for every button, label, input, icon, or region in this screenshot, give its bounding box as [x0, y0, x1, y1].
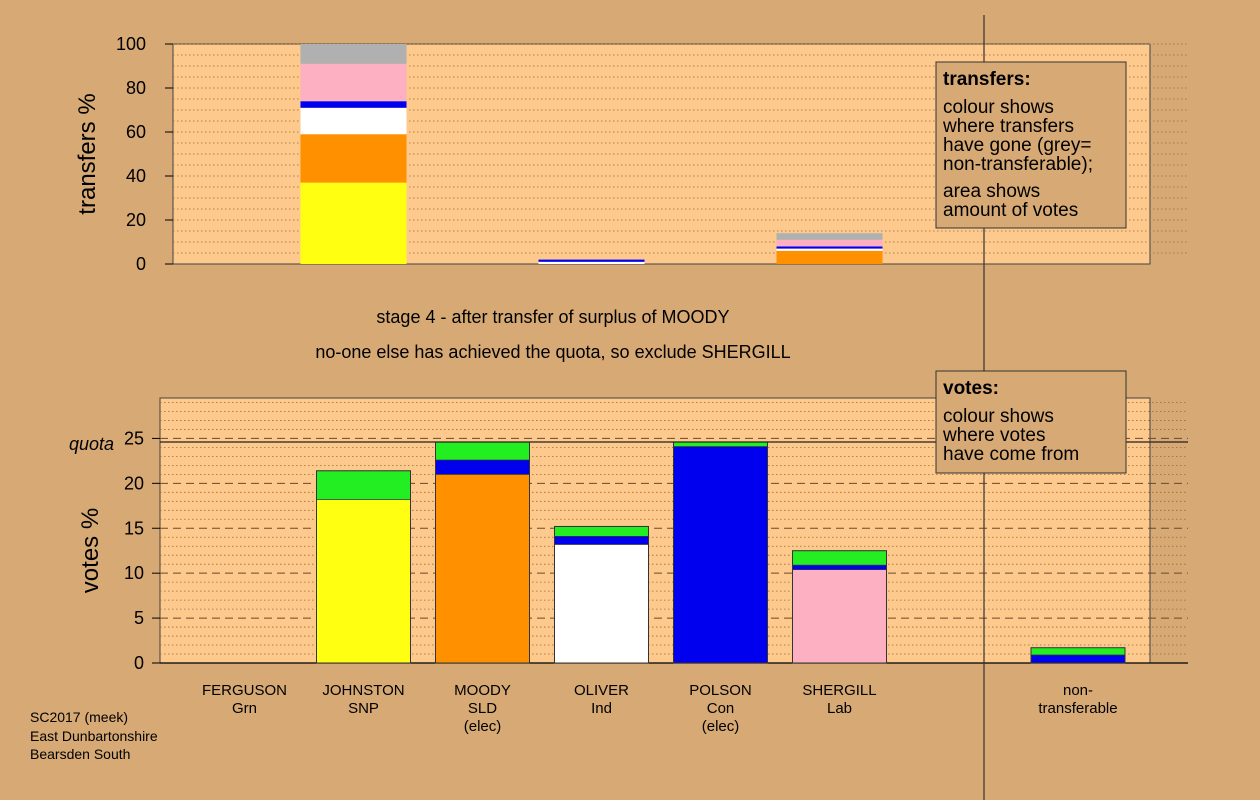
votes-ytick-label: 15 — [124, 518, 144, 538]
transfers-ytick-label: 60 — [126, 122, 146, 142]
footer-line: Bearsden South — [30, 746, 130, 762]
footer-line: East Dunbartonshire — [30, 728, 158, 744]
vote-bar-segment — [1030, 647, 1126, 656]
votes-ytick-label: 0 — [134, 653, 144, 673]
vote-bar-segment — [435, 441, 530, 461]
transfer-bar-segment — [776, 246, 883, 249]
votes-ytick-label: 25 — [124, 428, 144, 448]
votes-legend-line: colour shows — [943, 406, 1054, 427]
votes-legend: votes: colour shows where votes have com… — [935, 370, 1127, 474]
transfers-ytick-label: 20 — [126, 210, 146, 230]
votes-legend-box — [935, 370, 1127, 474]
votes-axis-title: votes % — [77, 508, 104, 593]
candidate-label: (elec) — [702, 718, 740, 735]
candidate-label: SNP — [348, 700, 379, 717]
transfers-legend-line: colour shows — [943, 97, 1054, 118]
candidate-label: Lab — [827, 700, 852, 717]
transfer-bar-segment — [776, 239, 883, 247]
transfer-bar-segment — [300, 182, 407, 264]
candidate-label: POLSON — [689, 682, 752, 699]
vote-bar-segment — [1030, 654, 1126, 664]
transfers-legend-line: where transfers — [942, 116, 1074, 137]
transfers-legend-line: amount of votes — [943, 200, 1078, 221]
transfer-bar-segment — [776, 233, 883, 240]
vote-bar-outline — [1030, 647, 1126, 664]
transfers-legend-box — [935, 61, 1127, 229]
candidate-label: Con — [707, 700, 735, 717]
candidate-label: JOHNSTON — [322, 682, 404, 699]
quota-label: quota — [69, 434, 114, 454]
votes-legend-title: votes: — [943, 378, 999, 399]
transfers-legend-title: transfers: — [943, 69, 1031, 90]
candidate-label: OLIVER — [574, 682, 629, 699]
vote-bar-segment — [554, 526, 649, 537]
footer-line: SC2017 (meek) — [30, 709, 128, 725]
candidate-label: MOODY — [454, 682, 511, 699]
votes-legend-line: where votes — [942, 425, 1045, 446]
transfer-bar-segment — [300, 107, 407, 135]
transfer-bar-segment — [300, 134, 407, 183]
vote-bar-outline — [792, 550, 887, 664]
candidate-label: SLD — [468, 700, 497, 717]
votes-legend-line: have come from — [943, 444, 1079, 465]
transfers-legend-line: area shows — [943, 181, 1040, 202]
transfers-axis-title: transfers % — [74, 93, 101, 214]
vote-bar-segment — [554, 544, 649, 664]
vote-bar-outline — [316, 470, 411, 664]
transfers-legend: transfers: colour shows where transfers … — [935, 61, 1127, 229]
vote-bar-segment — [673, 446, 768, 664]
vote-bar-segment — [792, 550, 887, 566]
vote-bar-segment — [316, 499, 411, 664]
transfer-bar-segment — [300, 44, 407, 64]
vote-bar-outline — [554, 525, 649, 664]
transfer-bar-segment — [776, 250, 883, 264]
exclude-text: no-one else has achieved the quota, so e… — [315, 342, 790, 362]
stage-text: stage 4 - after transfer of surplus of M… — [376, 307, 729, 327]
candidate-label: FERGUSON — [202, 682, 287, 699]
votes-ytick-label: 5 — [134, 608, 144, 628]
transfers-ytick-label: 80 — [126, 78, 146, 98]
vote-bar-segment — [316, 470, 411, 500]
vote-bar-segment — [673, 441, 768, 447]
candidate-label: SHERGILL — [802, 682, 876, 699]
transfers-ytick-label: 100 — [116, 34, 146, 54]
votes-ytick-label: 20 — [124, 473, 144, 493]
vote-bar-segment — [554, 536, 649, 545]
candidate-label: transferable — [1038, 700, 1117, 717]
vote-bar-segment — [792, 564, 887, 570]
transfer-bar-segment — [300, 101, 407, 108]
transfers-legend-line: non-transferable); — [943, 154, 1093, 175]
transfers-ytick-label: 0 — [136, 254, 146, 274]
transfer-bar-segment — [538, 259, 645, 262]
footer: SC2017 (meek) East Dunbartonshire Bearsd… — [30, 709, 158, 762]
transfers-ytick-label: 40 — [126, 166, 146, 186]
vote-bar-segment — [792, 569, 887, 664]
votes-ytick-label: 10 — [124, 563, 144, 583]
transfer-bar-segment — [300, 63, 407, 102]
transfer-bar-segment — [538, 261, 645, 264]
candidate-label: (elec) — [464, 718, 502, 735]
vote-bar-segment — [435, 474, 530, 664]
candidate-label: Grn — [232, 700, 257, 717]
transfer-bar-segment — [776, 248, 883, 251]
candidate-label: non- — [1063, 682, 1093, 699]
vote-bar-segment — [435, 459, 530, 475]
candidate-label: Ind — [591, 700, 612, 717]
transfers-legend-line: have gone (grey= — [943, 135, 1091, 156]
